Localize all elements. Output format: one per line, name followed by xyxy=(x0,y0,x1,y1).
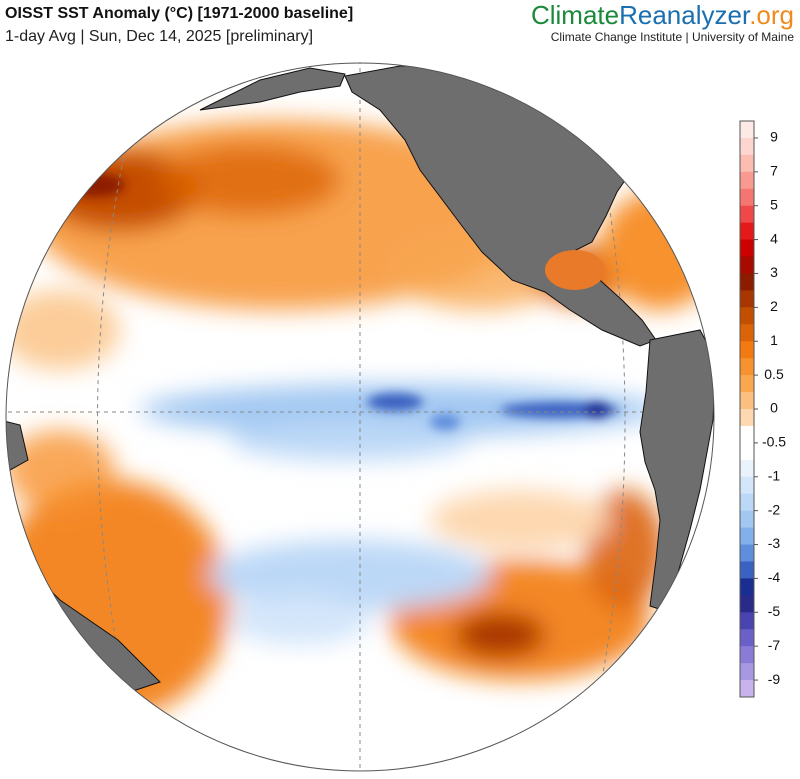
colorbar-swatch xyxy=(740,527,754,546)
colorbar-swatch xyxy=(740,442,754,461)
colorbar-label: -4 xyxy=(768,569,781,585)
gulf-of-mexico xyxy=(545,250,605,290)
subtitle: 1-day Avg | Sun, Dec 14, 2025 [prelimina… xyxy=(5,28,313,45)
colorbar-swatch xyxy=(740,171,754,190)
brand-affiliation: Climate Change Institute | University of… xyxy=(551,30,795,44)
colorbar-swatch xyxy=(740,375,754,393)
cool-area xyxy=(230,595,370,645)
warm-area xyxy=(6,290,120,370)
colorbar-swatch xyxy=(740,493,754,512)
colorbar-swatch xyxy=(740,137,754,156)
colorbar-label: -1 xyxy=(768,467,781,483)
colorbar-swatch xyxy=(740,425,754,444)
cool-area xyxy=(210,540,490,610)
warm-area xyxy=(430,490,610,550)
colorbar-label: 1 xyxy=(770,332,778,348)
colorbar-swatch xyxy=(740,612,754,630)
colorbar-label: -5 xyxy=(768,603,781,619)
cool-core xyxy=(583,402,611,418)
colorbar-swatch xyxy=(740,256,754,274)
colorbar-label: -7 xyxy=(768,637,781,653)
meridian xyxy=(599,149,626,691)
colorbar-swatch xyxy=(740,561,754,579)
colorbar-swatch xyxy=(740,409,754,427)
colorbar-label: -9 xyxy=(768,671,781,687)
brand-name: ClimateReanalyzer.org xyxy=(531,0,794,30)
warm-area xyxy=(160,145,340,215)
colorbar-swatch xyxy=(740,154,754,173)
brand-part: .org xyxy=(749,0,794,30)
south-america xyxy=(639,329,714,611)
cool-core xyxy=(430,414,460,430)
colorbar-swatch xyxy=(740,324,754,342)
colorbar-label: 7 xyxy=(770,163,778,179)
colorbar-swatch xyxy=(740,121,754,139)
globe xyxy=(6,63,714,771)
cool-area xyxy=(230,420,470,460)
colorbar-label: 9 xyxy=(770,129,778,145)
alaska xyxy=(199,67,346,111)
globe-outline xyxy=(5,62,715,772)
brand-part: Climate xyxy=(531,0,619,30)
colorbar-swatch xyxy=(740,510,754,529)
colorbar-swatch xyxy=(740,629,754,647)
warm-area xyxy=(455,613,545,657)
colorbar-swatch xyxy=(740,663,754,681)
colorbar-swatch xyxy=(740,476,754,495)
colorbar-swatch xyxy=(740,188,754,207)
colorbar-swatch xyxy=(740,273,754,291)
colorbar: 9 7 5 4 3 2 1 0.5 0 -0.5 -1 -2 -3 -4 -5 -7 -9 xyxy=(739,120,786,698)
colorbar-label: -2 xyxy=(768,501,781,517)
warm-core xyxy=(65,173,125,197)
colorbar-swatch xyxy=(740,595,754,613)
cool-core xyxy=(367,393,423,411)
title: OISST SST Anomaly (°C) [1971-2000 baseli… xyxy=(5,5,353,22)
colorbar-swatch xyxy=(740,341,754,359)
colorbar-swatch xyxy=(740,205,754,224)
meridian xyxy=(97,149,126,691)
colorbar-swatch xyxy=(740,544,754,562)
colorbar-swatch xyxy=(740,392,754,410)
colorbar-label: 4 xyxy=(770,230,778,246)
colorbar-label: 5 xyxy=(770,196,778,212)
warm-area xyxy=(6,430,115,510)
warm-area xyxy=(6,480,230,720)
colorbar-swatch xyxy=(740,290,754,308)
graticule xyxy=(6,63,714,771)
colorbar-swatch xyxy=(740,578,754,596)
colorbar-label: -3 xyxy=(768,535,781,551)
colorbar-swatch xyxy=(740,459,754,478)
warm-area xyxy=(600,190,714,310)
colorbar-swatch xyxy=(740,239,754,258)
colorbar-swatch xyxy=(740,307,754,325)
colorbar-swatch xyxy=(740,358,754,376)
colorbar-label: -0.5 xyxy=(762,434,786,450)
colorbar-swatch xyxy=(740,222,754,241)
brand-part: Reanalyzer xyxy=(619,0,751,30)
colorbar-label: 3 xyxy=(770,264,778,280)
colorbar-swatch xyxy=(740,646,754,664)
colorbar-label: 0 xyxy=(770,400,778,416)
colorbar-label: 2 xyxy=(770,298,778,314)
colorbar-label: 0.5 xyxy=(764,366,784,382)
colorbar-swatch xyxy=(740,680,754,698)
